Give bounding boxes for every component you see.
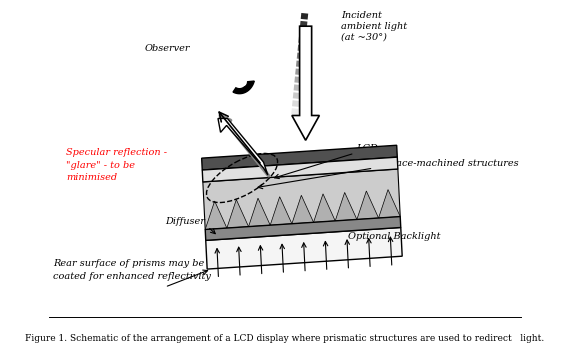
Text: Figure 1. Schematic of the arrangement of a LCD display where prismatic structur: Figure 1. Schematic of the arrangement o… (26, 334, 544, 343)
Polygon shape (233, 81, 254, 94)
Polygon shape (218, 119, 268, 175)
Polygon shape (314, 194, 335, 222)
Text: LCD: LCD (356, 144, 378, 153)
Polygon shape (270, 197, 292, 225)
Polygon shape (205, 217, 401, 240)
Polygon shape (292, 26, 319, 140)
Text: Diffuser: Diffuser (165, 217, 205, 226)
Polygon shape (202, 157, 398, 182)
Polygon shape (205, 201, 227, 229)
Polygon shape (249, 198, 270, 226)
Text: Incident
ambient light
(at ~30°): Incident ambient light (at ~30°) (341, 11, 407, 41)
Text: Optional Backlight: Optional Backlight (348, 232, 440, 241)
Polygon shape (203, 169, 400, 229)
Polygon shape (202, 145, 397, 170)
Polygon shape (378, 190, 400, 218)
Polygon shape (335, 192, 357, 221)
Polygon shape (357, 191, 378, 219)
Text: Specular reflection -
"glare" - to be
minimised: Specular reflection - "glare" - to be mi… (66, 148, 167, 182)
Text: Surface-machined structures: Surface-machined structures (375, 159, 519, 168)
Text: Observer: Observer (145, 44, 190, 53)
Polygon shape (227, 200, 249, 228)
Circle shape (242, 80, 246, 85)
Polygon shape (206, 228, 402, 269)
Text: Rear surface of prisms may be
coated for enhanced reflectivity: Rear surface of prisms may be coated for… (53, 260, 211, 281)
Polygon shape (292, 195, 314, 224)
